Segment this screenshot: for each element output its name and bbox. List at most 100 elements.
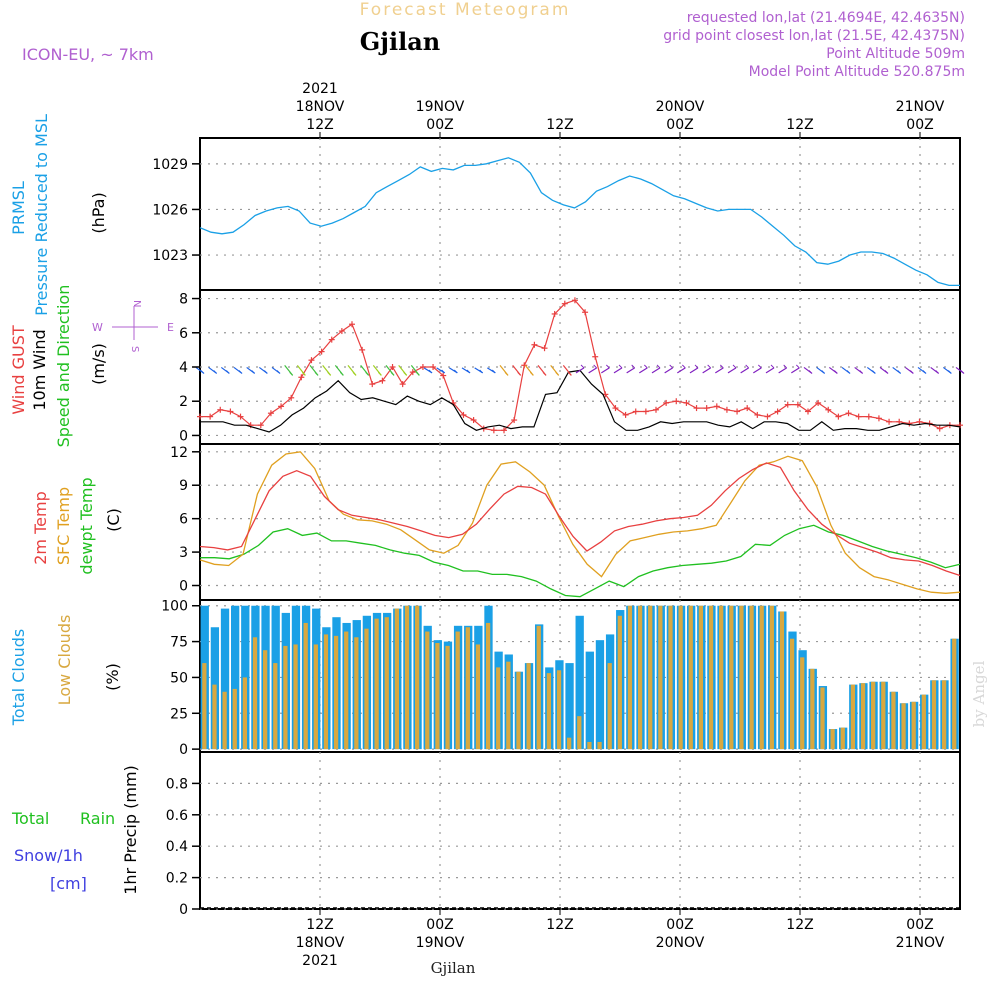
- y-tick-label: 6: [179, 512, 188, 528]
- total-cloud-bar: [565, 663, 574, 750]
- low-cloud-bar: [941, 680, 947, 750]
- y-tick-label: 0.4: [166, 839, 188, 855]
- wind-barb: [702, 367, 711, 374]
- wind-barb-head: [656, 364, 661, 369]
- grid: [200, 138, 960, 910]
- low-cloud-bar: [506, 661, 511, 750]
- low-cloud-bar: [607, 663, 612, 750]
- model-label: ICON-EU, ~ 7km: [22, 45, 154, 64]
- total-cloud-bar: [220, 608, 230, 750]
- y-tick-label: 8: [179, 292, 188, 308]
- wind-barb-head: [567, 372, 572, 376]
- wind-speed-dir-label: Speed and Direction: [54, 285, 73, 448]
- low-cloud-bar: [952, 638, 957, 750]
- low-cloud-bar: [455, 631, 460, 750]
- temp-unit: (C): [104, 508, 123, 532]
- low-cloud-bar: [364, 628, 369, 750]
- y-tick-label: 0: [179, 902, 188, 918]
- time-label-top: 19NOV: [416, 99, 465, 115]
- low-cloud-bar: [465, 627, 470, 750]
- low-cloud-bar: [526, 663, 531, 750]
- time-label-bottom: 12Z: [306, 917, 333, 933]
- pressure-label-msl: Pressure Reduced to MSL: [32, 114, 51, 316]
- wind-barb-head: [732, 364, 737, 369]
- low-cloud-bar: [901, 703, 906, 750]
- time-label-bottom: 20NOV: [656, 935, 705, 951]
- low-cloud-bar: [891, 691, 896, 750]
- wind-barb: [601, 367, 610, 374]
- low-cloud-bar: [597, 741, 602, 750]
- wind-barb-head: [200, 370, 205, 374]
- location-title: Gjilan: [360, 27, 440, 56]
- y-tick-label: 0: [179, 742, 188, 758]
- wind-barb-head: [504, 372, 509, 376]
- temp-dewpt-label: dewpt Temp: [77, 477, 96, 574]
- time-label-bottom: 00Z: [426, 917, 453, 933]
- low-cloud-bar: [688, 605, 693, 750]
- low-cloud-bar: [719, 605, 724, 750]
- low-cloud-bar: [840, 727, 845, 750]
- low-cloud-bar: [668, 605, 673, 750]
- wind-barb-head: [719, 364, 724, 369]
- wind-barb-head: [466, 369, 471, 374]
- compass-s: S: [129, 346, 140, 352]
- wind-barb-head: [884, 370, 889, 374]
- cloud-bars: [200, 605, 959, 750]
- wind-barb-head: [517, 372, 522, 376]
- low-cloud-bar: [871, 681, 876, 750]
- wind-barb: [639, 367, 648, 374]
- wind-barb-head: [542, 372, 547, 376]
- wind-barb-head: [897, 370, 902, 374]
- wind-barb-head: [377, 372, 382, 376]
- sfc-temp-line: [199, 451, 961, 594]
- time-label-bottom: 2021: [302, 953, 338, 969]
- y-tick-label: 1023: [152, 248, 188, 264]
- wind-barb-head: [631, 364, 636, 369]
- wind-barb: [791, 367, 800, 374]
- time-axis: 2021 18NOV 12Z 19NOV 00Z 12Z 20NOV 00Z 12Z 21NOV 0…: [296, 81, 945, 969]
- low-cloud-bar: [648, 605, 653, 750]
- y-tick-label: 0: [179, 428, 188, 444]
- wind-barb-head: [935, 370, 940, 374]
- wind-barb-head: [643, 364, 648, 369]
- compass-e: E: [167, 321, 174, 334]
- time-label-top: 18NOV: [296, 99, 345, 115]
- low-cloud-bar: [212, 684, 217, 750]
- wind-barb-head: [618, 364, 623, 369]
- pressure-line: [199, 157, 960, 287]
- temp-2m-line: [199, 462, 961, 577]
- time-label-bottom: 21NOV: [896, 935, 945, 951]
- low-cloud-bar: [384, 617, 389, 750]
- time-label-top: 12Z: [786, 117, 813, 133]
- low-cloud-bar: [435, 643, 440, 750]
- low-cloud-bar: [789, 638, 795, 750]
- time-label-top: 00Z: [906, 117, 933, 133]
- wind-barb-head: [314, 372, 319, 376]
- info-line-4: Model Point Altitude 520.875m: [749, 64, 965, 80]
- wind-barb-head: [327, 372, 332, 376]
- wind-barb: [753, 367, 762, 374]
- wind-barb: [677, 367, 686, 374]
- wind-barb-head: [301, 372, 306, 376]
- wind-barb-head: [428, 369, 433, 374]
- precip-cm-label: [cm]: [50, 874, 87, 893]
- wind-barb-head: [213, 370, 218, 374]
- wind-barb-head: [580, 364, 585, 369]
- low-cloud-bar: [749, 605, 754, 750]
- wind-barb-head: [605, 364, 610, 369]
- wind-barb-head: [745, 364, 750, 369]
- low-cloud-bar: [323, 634, 329, 750]
- low-cloud-bar: [546, 673, 552, 750]
- wind-barb: [765, 367, 775, 374]
- low-cloud-bar: [415, 605, 420, 750]
- low-clouds-label: Low Clouds: [55, 615, 74, 706]
- low-cloud-bar: [810, 668, 815, 750]
- wind-barb-head: [694, 364, 699, 369]
- wind-barb-head: [251, 370, 256, 374]
- y-tick-label: 1029: [152, 157, 188, 173]
- wind-barb-head: [555, 372, 560, 376]
- low-cloud-bar: [303, 622, 308, 750]
- low-cloud-bar: [678, 605, 683, 750]
- wind-barb-head: [365, 372, 370, 376]
- y-tick-label: 100: [161, 599, 188, 615]
